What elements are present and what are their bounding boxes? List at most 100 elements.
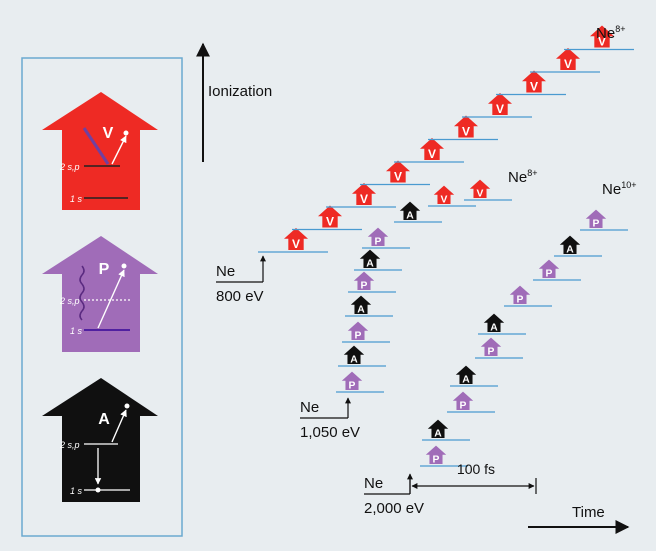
- photo-step-arrow: [452, 391, 474, 410]
- legend-auger-lower-level-label: 1 s: [70, 486, 83, 496]
- sequence-800ev-start-ion: Ne: [216, 263, 235, 280]
- ionization-axis-label: Ionization: [208, 83, 272, 100]
- valence-step-letter: V: [564, 57, 572, 71]
- photo-step-arrow: [341, 371, 363, 390]
- legend-photo-upper-level-label: 2 s,p: [59, 296, 80, 306]
- photo-step-letter: P: [517, 295, 524, 306]
- sequence-2000ev-start-ion: Ne: [364, 475, 383, 492]
- time-axis-label: Time: [572, 504, 605, 521]
- auger-step-letter: A: [357, 305, 365, 316]
- sequence-800ev-end-charge: 8+: [615, 24, 625, 34]
- valence-step-letter: V: [462, 125, 470, 139]
- time-scale-label: 100 fs: [457, 461, 495, 477]
- valence-step-arrow: [590, 25, 614, 48]
- legend-photo-lower-level-label: 1 s: [70, 326, 83, 336]
- valence-step-letter: V: [394, 170, 402, 184]
- auger-step-arrow: [350, 295, 372, 314]
- photo-step-letter: P: [355, 331, 362, 342]
- valence-step-arrow: [454, 115, 478, 138]
- valence-step-arrow: [420, 138, 444, 160]
- photo-step-letter: P: [433, 455, 440, 466]
- sequence-2000ev-steps: P A P A P A P P A P: [420, 209, 628, 467]
- time-scale-bar: 100 fs: [409, 461, 537, 494]
- sequence-800ev-end-ion: Ne8+: [596, 24, 625, 42]
- valence-step-letter: V: [292, 237, 300, 251]
- photo-step-arrow: [509, 285, 531, 304]
- legend-photo-electron: [121, 263, 127, 269]
- legend-valence-upper-level-label: 2 s,p: [59, 162, 80, 172]
- photo-step-arrow: [480, 337, 502, 356]
- photo-step-letter: P: [593, 219, 600, 230]
- valence-step-arrow: [556, 48, 580, 70]
- valence-step-arrow: [488, 93, 512, 115]
- legend-auger-electron: [124, 403, 130, 409]
- legend-valence-photon-line: [82, 127, 110, 165]
- valence-step-arrow: [469, 179, 491, 198]
- valence-step-arrow: [318, 205, 342, 228]
- auger-step-arrow: [483, 313, 505, 332]
- sequence-2000ev-energy: 2,000 eV: [364, 500, 424, 517]
- sequence-1050ev-energy: 1,050 eV: [300, 424, 360, 441]
- sequence-1050ev-end-charge: 8+: [527, 168, 537, 178]
- legend-auger-hole: [95, 487, 101, 493]
- valence-step-arrow: [386, 160, 410, 183]
- photo-step-letter: P: [361, 281, 368, 292]
- photo-step-letter: P: [349, 381, 356, 392]
- legend-valence-lower-level-label: 1 s: [70, 194, 83, 204]
- valence-step-arrow: [352, 183, 376, 205]
- valence-step-arrow: [433, 185, 455, 204]
- valence-step-letter: V: [530, 80, 538, 94]
- auger-step-arrow: [359, 249, 381, 268]
- photo-step-arrow: [347, 321, 369, 340]
- auger-step-arrow: [559, 235, 581, 254]
- legend-auger-electron-arrow: [111, 409, 127, 443]
- auger-step-letter: A: [406, 211, 414, 222]
- auger-step-letter: A: [366, 259, 374, 270]
- photo-step-arrow: [585, 209, 607, 228]
- auger-step-letter: A: [566, 245, 574, 256]
- auger-step-letter: A: [462, 375, 470, 386]
- valence-step-letter: V: [477, 189, 484, 200]
- valence-step-arrow: [522, 70, 546, 93]
- sequence-2000ev-end-charge: 10+: [621, 180, 636, 190]
- auger-step-letter: A: [350, 355, 358, 366]
- legend-photo-arrow: P 2 s,p 1 s: [42, 236, 158, 352]
- valence-step-letter: V: [441, 195, 448, 206]
- photo-step-arrow: [425, 445, 447, 464]
- photo-step-letter: P: [546, 269, 553, 280]
- legend-auger-letter: A: [98, 411, 110, 428]
- legend-valence-electron-arrow: [111, 135, 127, 165]
- auger-step-letter: A: [434, 429, 442, 440]
- auger-step-letter: A: [490, 323, 498, 334]
- auger-step-arrow: [343, 345, 365, 364]
- photo-step-letter: P: [460, 401, 467, 412]
- sequence-800ev-steps: V V V V V V V V V V: [258, 25, 634, 253]
- auger-step-arrow: [427, 419, 449, 438]
- photo-step-letter: P: [375, 237, 382, 248]
- auger-step-arrow: [455, 365, 477, 384]
- valence-step-letter: V: [326, 215, 334, 229]
- auger-step-arrow: [399, 201, 421, 220]
- valence-step-letter: V: [428, 147, 436, 161]
- legend-photo-letter: P: [99, 261, 110, 278]
- legend-valence-electron: [123, 130, 129, 136]
- valence-step-letter: V: [598, 35, 606, 49]
- valence-step-letter: V: [360, 192, 368, 206]
- legend-photo-wavy-photon: [79, 265, 85, 321]
- legend-auger-arrow: A 2 s,p 1 s: [42, 378, 158, 502]
- photo-step-arrow: [353, 271, 375, 290]
- legend-photo-electron-arrow: [97, 269, 125, 329]
- sequence-800ev-energy: 800 eV: [216, 288, 264, 305]
- legend-valence-letter: V: [103, 125, 114, 142]
- valence-step-letter: V: [496, 102, 504, 116]
- legend-valence-arrow: V 2 s,p 1 s: [42, 92, 158, 210]
- sequence-2000ev-end-ion: Ne10+: [602, 180, 636, 198]
- sequence-1050ev-start-ion: Ne: [300, 399, 319, 416]
- photo-step-arrow: [367, 227, 389, 246]
- sequence-800ev: Ne 800 eV V V V V V V V V V V Ne8+: [216, 24, 634, 305]
- legend-panel-border: [21, 57, 183, 537]
- valence-step-arrow: [284, 228, 308, 250]
